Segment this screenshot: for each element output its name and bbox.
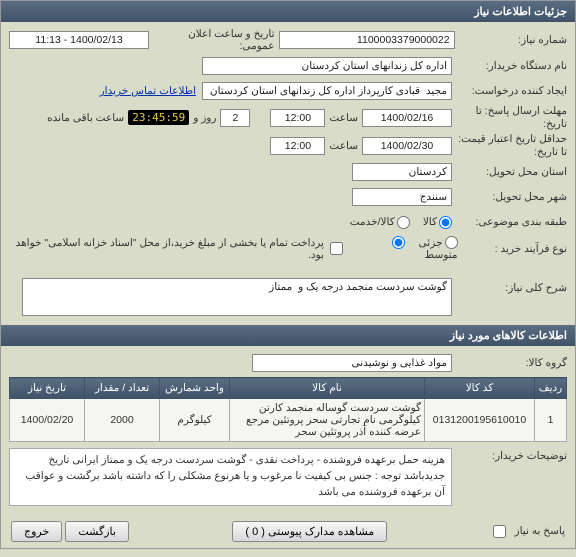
cell-qty: 2000 — [85, 399, 160, 442]
desc-label: شرح کلی نیاز: — [452, 278, 567, 294]
creator-label: ایجاد کننده درخواست: — [452, 85, 567, 97]
cell-name: گوشت سردست گوساله منجمد کارتن کیلوگرمی ن… — [230, 399, 425, 442]
city-field[interactable] — [352, 188, 452, 206]
number-label: شماره نیاز: — [455, 34, 567, 46]
buyer-note-label: توضیحات خریدار: — [452, 446, 567, 462]
budget-service-radio[interactable] — [397, 216, 410, 229]
budget-radio-group: کالا کالا/خدمت — [340, 216, 452, 229]
treasury-checkbox[interactable] — [330, 242, 343, 255]
deadline-label: مهلت ارسال پاسخ: تا تاریخ: — [452, 105, 567, 130]
validity-label: حداقل تاریخ اعتبار قیمت: تا تاریخ: — [452, 133, 567, 158]
cell-unit: کیلوگرم — [160, 399, 230, 442]
announce-field[interactable] — [9, 31, 149, 49]
col-code: کد کالا — [425, 378, 535, 399]
hours-label-2: ساعت — [329, 140, 358, 152]
contact-link[interactable]: اطلاعات تماس خریدار — [100, 85, 196, 97]
items-table: ردیف کد کالا نام کالا واحد شمارش تعداد /… — [9, 377, 567, 442]
process-radio-group: جزئی متوسط — [353, 236, 458, 261]
process-label: نوع فرآیند خرید : — [458, 243, 567, 255]
hours-label-1: ساعت — [329, 112, 358, 124]
budget-goods-radio[interactable] — [439, 216, 452, 229]
buyer-org-field[interactable] — [202, 57, 452, 75]
col-row: ردیف — [535, 378, 567, 399]
announce-label: تاریخ و ساعت اعلان عمومی: — [153, 28, 275, 52]
countdown: 23:45:59 — [128, 110, 189, 125]
back-button[interactable]: بازگشت — [65, 521, 129, 542]
budget-service-label: کالا/خدمت — [350, 216, 395, 228]
col-unit: واحد شمارش — [160, 378, 230, 399]
process-low-label: جزئی — [419, 237, 443, 249]
process-low-radio[interactable] — [445, 236, 458, 249]
desc-field[interactable] — [22, 278, 452, 316]
exit-button[interactable]: خروج — [11, 521, 62, 542]
buyer-note-text: هزینه حمل برعهده فروشنده - پرداخت نقدی -… — [9, 448, 452, 505]
remain-suffix: ساعت باقی مانده — [47, 112, 124, 124]
items-header: اطلاعات کالاهای مورد نیاز — [1, 325, 575, 346]
budget-goods-label: کالا — [423, 216, 437, 228]
province-label: استان محل تحویل: — [452, 166, 567, 178]
number-field[interactable] — [279, 31, 455, 49]
reply-label: پاسخ به نیاز — [512, 525, 565, 537]
process-note: پرداخت تمام یا بخشی از مبلغ خرید،از محل … — [13, 237, 324, 261]
cell-code: 0131200195610010 — [425, 399, 535, 442]
reply-checkbox[interactable] — [493, 525, 506, 538]
province-field[interactable] — [352, 163, 452, 181]
validity-date[interactable] — [362, 137, 452, 155]
attachments-button[interactable]: مشاهده مدارک پیوستی ( 0 ) — [232, 521, 387, 542]
city-label: شهر محل تحویل: — [452, 191, 567, 203]
col-name: نام کالا — [230, 378, 425, 399]
col-date: تاریخ نیاز — [10, 378, 85, 399]
deadline-date[interactable] — [362, 109, 452, 127]
cell-idx: 1 — [535, 399, 567, 442]
days-label: روز و — [193, 112, 216, 124]
buyer-org-label: نام دستگاه خریدار: — [452, 60, 567, 72]
table-row[interactable]: 1 0131200195610010 گوشت سردست گوساله منج… — [10, 399, 567, 442]
cell-date: 1400/02/20 — [10, 399, 85, 442]
group-label: گروه کالا: — [452, 357, 567, 369]
panel-title: جزئیات اطلاعات نیاز — [1, 1, 575, 22]
process-mid-radio[interactable] — [392, 236, 405, 249]
process-mid-label: متوسط — [425, 249, 458, 261]
group-field[interactable] — [252, 354, 452, 372]
col-qty: تعداد / مقدار — [85, 378, 160, 399]
deadline-time[interactable] — [270, 109, 325, 127]
budget-label: طبقه بندی موضوعی: — [452, 216, 567, 228]
validity-time[interactable] — [270, 137, 325, 155]
remain-days — [220, 109, 250, 127]
creator-field[interactable] — [202, 82, 452, 100]
